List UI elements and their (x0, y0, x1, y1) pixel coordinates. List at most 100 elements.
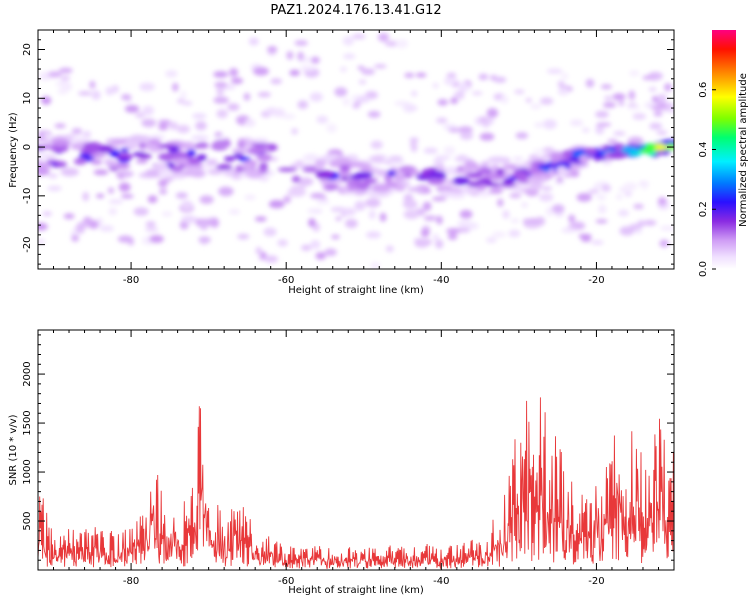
spectrogram-cell (195, 121, 207, 131)
spectrogram-cell (291, 175, 301, 183)
y-tick-label: 1000 (22, 459, 33, 484)
spectrogram-cell (149, 235, 164, 243)
spectrogram-cell (549, 152, 564, 161)
spectrogram-cell (365, 231, 381, 239)
spectrogram-cell (352, 33, 366, 40)
spectrogram-cell (437, 99, 449, 106)
spectrogram-cell (524, 222, 541, 229)
spectrogram-cell (198, 220, 209, 230)
spectrogram-cell (230, 77, 244, 85)
spectrogram-cell (444, 76, 457, 86)
spectrogram-cell (335, 216, 342, 221)
spectrogram-cell (664, 83, 672, 92)
spectrogram-cell (308, 218, 316, 228)
spectrogram-cell (108, 207, 118, 216)
spectrogram-cell (477, 191, 492, 197)
spectrogram-cell (168, 121, 179, 130)
spectrogram-cell (99, 225, 114, 232)
spectrogram-cell (668, 108, 674, 113)
spectrogram-cell (459, 131, 474, 140)
spectrogram-cell (365, 198, 381, 208)
colorbar-ticks: 0.0 0.2 0.4 0.6 (698, 82, 716, 277)
spectrogram-cell (466, 172, 483, 179)
spectrogram-cell (478, 116, 489, 124)
spectrogram-cell (402, 172, 413, 179)
spectrogram-cell (569, 120, 584, 127)
spectrogram-cell (138, 142, 147, 149)
spectrogram-cell (431, 196, 447, 201)
spectrogram-cell (291, 128, 299, 135)
spectrogram-cell (568, 214, 576, 223)
spectrogram-cell (331, 234, 340, 240)
spectrogram-cell (331, 179, 344, 184)
spectrogram-cell (443, 146, 456, 156)
spectrogram-cell (228, 209, 240, 215)
spectrogram-cell (333, 157, 352, 165)
spectrogram-cell (642, 75, 654, 81)
spectrogram-cell (91, 90, 101, 100)
spectrogram-cell (556, 166, 567, 175)
spectrogram-cell (345, 218, 358, 229)
colorbar: 0.0 0.2 0.4 0.6 Normalized spectral amplitu… (698, 30, 749, 277)
spectrogram-cell (511, 172, 528, 179)
spectrogram-cell (616, 194, 623, 200)
spectrogram-cell (370, 261, 381, 269)
spectrogram-cell (359, 167, 374, 172)
spectrogram-cell (209, 217, 220, 228)
spectrogram-cell (118, 182, 131, 192)
spectrogram-cell (643, 219, 657, 226)
colorbar-tick-label: 0.2 (698, 201, 709, 217)
spectrogram-cell (621, 146, 639, 153)
spectrogram-cell (415, 72, 427, 78)
spectrogram-cell (247, 147, 266, 154)
spectrogram-cell (352, 103, 361, 109)
spectrogram-cell (613, 131, 626, 136)
snr-ticks: -80 -60 -40 -20 500 1000 1500 2000 (22, 330, 675, 587)
spectrogram-cell (551, 204, 565, 214)
spectrogram-cell (657, 197, 667, 206)
spectrogram-cell (651, 96, 659, 102)
spectrogram-cell (361, 68, 375, 75)
spectrogram-cell (486, 108, 499, 118)
spectrogram-cell (301, 244, 312, 251)
spectrogram-cell (148, 138, 161, 146)
spectrogram-cell (337, 170, 352, 177)
spectrogram-cell (77, 91, 92, 96)
spectrogram-cell (634, 229, 643, 234)
spectrogram-cell (637, 220, 645, 228)
spectrogram-cell (47, 185, 62, 192)
spectrogram-cell (177, 98, 185, 104)
spectrogram-cell (58, 67, 73, 74)
spectrogram-cell (582, 127, 590, 133)
spectrogram-cell (38, 151, 45, 156)
spectrogram-cell (116, 162, 131, 170)
spectrogram-cell (436, 185, 453, 193)
spectrogram-cell (402, 199, 418, 209)
spectrogram-cell (52, 139, 71, 147)
spectrogram-cell (267, 46, 278, 53)
spectrogram-cell (216, 109, 228, 119)
spectrogram-cell (147, 195, 158, 204)
spectrogram-cell (289, 69, 301, 77)
spectrogram-cell (650, 105, 666, 111)
spectrogram-cell (556, 176, 564, 183)
spectrogram-cell (139, 82, 155, 92)
spectrogram-cell (423, 147, 438, 154)
spectrogram-cell (187, 149, 196, 157)
spectrogram-cell (218, 186, 234, 197)
spectrogram-cell (411, 170, 421, 176)
y-tick-label: 1500 (22, 410, 33, 435)
spectrogram-cell (370, 140, 383, 150)
spectrogram-cell (557, 88, 570, 96)
spectrogram-cell (316, 199, 330, 205)
spectrogram-cell (644, 143, 657, 150)
spectrogram-cell (72, 135, 92, 142)
spectrogram-cell (287, 188, 307, 197)
spectrogram-cell (272, 108, 286, 118)
spectrogram-cell (259, 176, 269, 182)
x-tick-label: -20 (588, 576, 604, 587)
spectrogram-cell (530, 103, 542, 110)
spectrogram-cell (38, 135, 48, 143)
spectrogram-cell (339, 163, 351, 172)
snr-series-line (38, 397, 674, 569)
